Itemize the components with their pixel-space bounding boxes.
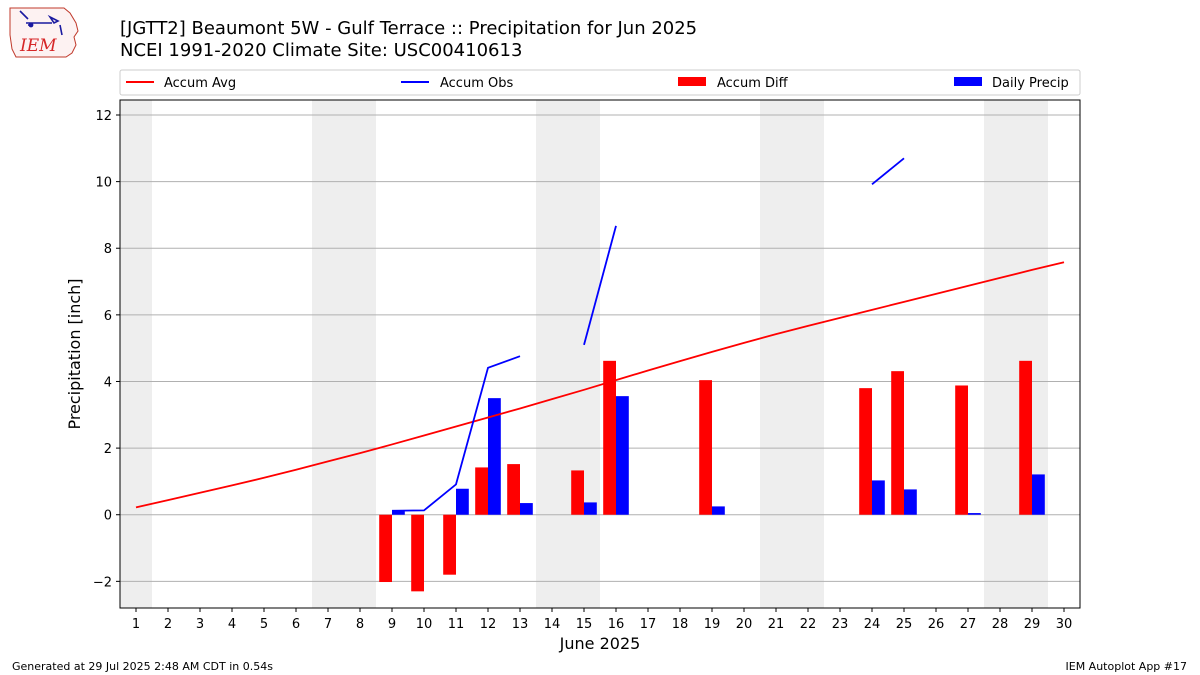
accum-diff-bar	[571, 470, 584, 515]
x-tick-label: 9	[388, 617, 396, 632]
weekend-band	[536, 100, 568, 608]
y-tick-label: 4	[104, 375, 112, 390]
x-tick-label: 5	[260, 617, 268, 632]
y-tick-label: 12	[95, 109, 112, 124]
y-tick-label: 0	[104, 509, 112, 524]
weekend-bands	[120, 100, 1048, 608]
x-tick-label: 30	[1056, 617, 1073, 632]
y-tick-label: 10	[95, 176, 112, 191]
generated-timestamp: Generated at 29 Jul 2025 2:48 AM CDT in …	[12, 660, 273, 673]
legend-box	[119, 69, 1081, 96]
x-tick-label: 1	[132, 617, 140, 632]
daily-precip-bar	[712, 506, 725, 515]
accum-obs-line	[871, 157, 905, 185]
x-tick-label: 8	[356, 617, 364, 632]
logo-text: IEM	[19, 36, 57, 56]
accum-diff-bar	[699, 380, 712, 515]
y-tick-label: 2	[104, 442, 112, 457]
accum-diff-bar	[507, 464, 520, 515]
x-tick-label: 16	[608, 617, 625, 632]
legend-swatch-bar	[954, 77, 982, 86]
x-tick-label: 3	[196, 617, 204, 632]
plot-frame	[119, 99, 1081, 609]
daily-precip-bar	[392, 510, 405, 515]
series-lines	[135, 157, 1065, 512]
daily-precip-bar	[456, 488, 469, 515]
iem-logo: IEM	[6, 5, 82, 63]
x-axis-ticks: 1 2 3 4 5 6 7 8 9 10 11 12 13 14 15 16 17 18 19 20 21 22 23 24 2…	[132, 608, 1072, 632]
x-tick-label: 12	[480, 617, 497, 632]
daily-precip-bar	[616, 396, 629, 515]
chart-subtitle: NCEI 1991-2020 Climate Site: USC00410613	[120, 40, 523, 61]
legend-label: Accum Obs	[440, 76, 513, 91]
x-tick-label: 21	[768, 617, 785, 632]
accum-avg-line	[135, 261, 1065, 509]
legend-label: Accum Avg	[164, 76, 236, 91]
y-tick-label: 6	[104, 309, 112, 324]
chart-title: [JGTT2] Beaumont 5W - Gulf Terrace :: Pr…	[120, 18, 698, 39]
x-tick-label: 7	[324, 617, 332, 632]
x-tick-label: 13	[512, 617, 529, 632]
x-tick-label: 10	[416, 617, 433, 632]
accum-diff-bar	[859, 388, 872, 515]
accum-diff-bar	[411, 514, 424, 592]
daily-precip-bar	[584, 502, 597, 515]
legend-label: Daily Precip	[992, 76, 1069, 91]
x-tick-label: 20	[736, 617, 753, 632]
x-tick-label: 23	[832, 617, 849, 632]
accum-diff-bar	[603, 360, 616, 515]
x-tick-label: 29	[1024, 617, 1041, 632]
iowa-state-outline-icon: IEM	[9, 7, 79, 58]
accum-diff-bar	[443, 514, 456, 575]
x-tick-label: 6	[292, 617, 300, 632]
accum-diff-bar	[475, 467, 488, 515]
y-tick-label: −2	[93, 575, 112, 590]
accum-obs-line	[391, 355, 521, 512]
x-tick-label: 17	[640, 617, 657, 632]
x-tick-label: 19	[704, 617, 721, 632]
accum-diff-bar	[891, 371, 904, 515]
weekend-band	[312, 100, 344, 608]
daily-precip-bar	[968, 513, 981, 515]
accum-diff-bar	[379, 514, 392, 583]
y-axis-ticks: −2 0 2 4 6 8 10 12	[93, 109, 120, 590]
x-axis-label: June 2025	[559, 634, 641, 653]
weekend-band	[344, 100, 376, 608]
x-tick-label: 26	[928, 617, 945, 632]
accum-diff-bar	[1019, 360, 1032, 515]
x-tick-label: 22	[800, 617, 817, 632]
x-tick-label: 15	[576, 617, 593, 632]
gridlines	[120, 114, 1080, 582]
accum-diff-bar	[955, 385, 968, 515]
x-tick-label: 2	[164, 617, 172, 632]
x-tick-label: 4	[228, 617, 236, 632]
x-tick-label: 24	[864, 617, 881, 632]
app-credit: IEM Autoplot App #17	[1065, 660, 1188, 673]
y-tick-label: 8	[104, 242, 112, 257]
weekend-band	[568, 100, 600, 608]
x-tick-label: 18	[672, 617, 689, 632]
daily-precip-bar	[520, 503, 533, 515]
x-tick-label: 25	[896, 617, 913, 632]
daily-precip-bar	[872, 480, 885, 515]
weekend-band	[120, 100, 152, 608]
bars	[379, 360, 1045, 592]
accum-obs-line	[583, 225, 617, 346]
weekend-band	[1016, 100, 1048, 608]
x-tick-label: 14	[544, 617, 561, 632]
daily-precip-bar	[1032, 474, 1045, 515]
legend-label: Accum Diff	[717, 76, 789, 91]
x-tick-label: 28	[992, 617, 1009, 632]
x-tick-label: 27	[960, 617, 977, 632]
weekend-band	[984, 100, 1016, 608]
legend: Accum Avg Accum Obs Accum Diff Daily Precip	[119, 69, 1081, 96]
weekend-band	[760, 100, 792, 608]
daily-precip-bar	[904, 489, 917, 515]
y-axis-label: Precipitation [inch]	[65, 278, 84, 429]
weekend-band	[792, 100, 824, 608]
x-tick-label: 11	[448, 617, 465, 632]
daily-precip-bar	[488, 398, 501, 515]
legend-swatch-bar	[678, 77, 706, 86]
